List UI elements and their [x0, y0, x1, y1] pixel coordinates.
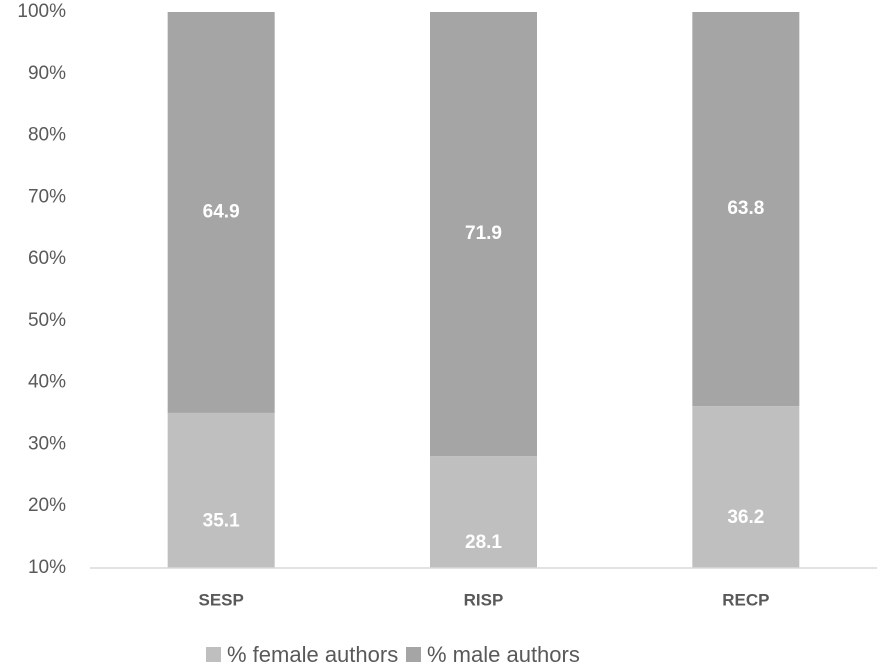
- x-tick-label: RISP: [464, 590, 504, 609]
- legend-label: % female authors: [227, 642, 398, 667]
- y-tick-label: 60%: [28, 248, 66, 269]
- bar-segment: [430, 12, 537, 457]
- bar-segment: [692, 406, 800, 568]
- y-tick-label: 40%: [28, 372, 66, 393]
- data-label: 64.9: [203, 201, 240, 222]
- bar-segment: [430, 456, 537, 568]
- y-tick-label: 20%: [28, 495, 66, 516]
- x-tick-label: RECP: [722, 590, 769, 609]
- data-label: 63.8: [727, 198, 764, 219]
- data-label: 71.9: [465, 223, 502, 244]
- y-tick-label: 70%: [28, 186, 66, 207]
- x-tick-label: SESP: [198, 590, 243, 609]
- legend-label: % male authors: [427, 642, 580, 667]
- y-tick-label: 10%: [28, 557, 66, 578]
- bar-segment: [692, 12, 800, 407]
- y-tick-label: 80%: [28, 125, 66, 146]
- legend-swatch: [406, 647, 421, 662]
- data-label: 35.1: [203, 510, 240, 531]
- data-label: 28.1: [465, 532, 502, 553]
- y-tick-label: 50%: [28, 310, 66, 331]
- bar-segment: [167, 12, 275, 413]
- y-tick-label: 100%: [17, 1, 66, 22]
- y-tick-label: 90%: [28, 63, 66, 84]
- bar-segment: [167, 412, 275, 568]
- y-tick-label: 30%: [28, 433, 66, 454]
- data-label: 36.2: [727, 507, 764, 528]
- legend-swatch: [206, 647, 221, 662]
